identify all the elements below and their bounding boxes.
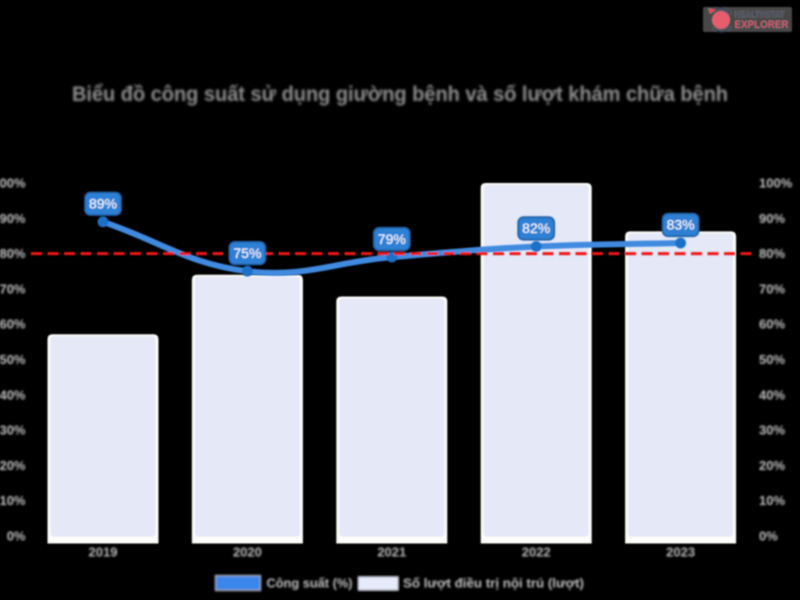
svg-text:HEALTHSTAT: HEALTHSTAT xyxy=(735,10,785,20)
svg-text:Biểu đồ công suất sử dụng giườ: Biểu đồ công suất sử dụng giường bệnh và… xyxy=(72,83,728,106)
svg-text:2021: 2021 xyxy=(377,545,406,560)
svg-text:79%: 79% xyxy=(378,231,406,247)
svg-text:100%: 100% xyxy=(759,176,793,191)
svg-text:Công suất (%): Công suất (%) xyxy=(267,576,353,591)
svg-text:EXPLORER: EXPLORER xyxy=(735,19,789,31)
svg-text:60%: 60% xyxy=(759,317,785,332)
svg-text:75%: 75% xyxy=(233,245,261,261)
svg-text:100%: 100% xyxy=(0,176,26,191)
svg-text:90%: 90% xyxy=(0,211,26,226)
svg-text:2023: 2023 xyxy=(666,545,695,560)
svg-text:2019: 2019 xyxy=(89,545,118,560)
svg-text:10%: 10% xyxy=(759,493,785,508)
svg-text:0%: 0% xyxy=(7,529,26,544)
svg-text:20%: 20% xyxy=(0,458,26,473)
svg-text:90%: 90% xyxy=(759,211,785,226)
svg-text:40%: 40% xyxy=(0,387,26,402)
svg-text:89%: 89% xyxy=(89,196,117,212)
svg-text:0%: 0% xyxy=(759,529,778,544)
svg-text:80%: 80% xyxy=(0,246,26,261)
svg-text:83%: 83% xyxy=(667,217,695,233)
svg-text:60%: 60% xyxy=(0,317,26,332)
svg-text:70%: 70% xyxy=(0,281,26,296)
svg-text:80%: 80% xyxy=(759,246,785,261)
svg-text:10%: 10% xyxy=(0,493,26,508)
svg-text:50%: 50% xyxy=(759,352,785,367)
svg-text:Số lượt điều trị nội trú (lượt: Số lượt điều trị nội trú (lượt) xyxy=(403,576,584,591)
svg-text:70%: 70% xyxy=(759,281,785,296)
svg-text:2022: 2022 xyxy=(522,545,551,560)
svg-text:2020: 2020 xyxy=(233,545,262,560)
svg-text:30%: 30% xyxy=(0,423,26,438)
svg-text:20%: 20% xyxy=(759,458,785,473)
svg-text:40%: 40% xyxy=(759,387,785,402)
svg-text:30%: 30% xyxy=(759,423,785,438)
svg-text:82%: 82% xyxy=(522,220,550,236)
svg-text:50%: 50% xyxy=(0,352,26,367)
